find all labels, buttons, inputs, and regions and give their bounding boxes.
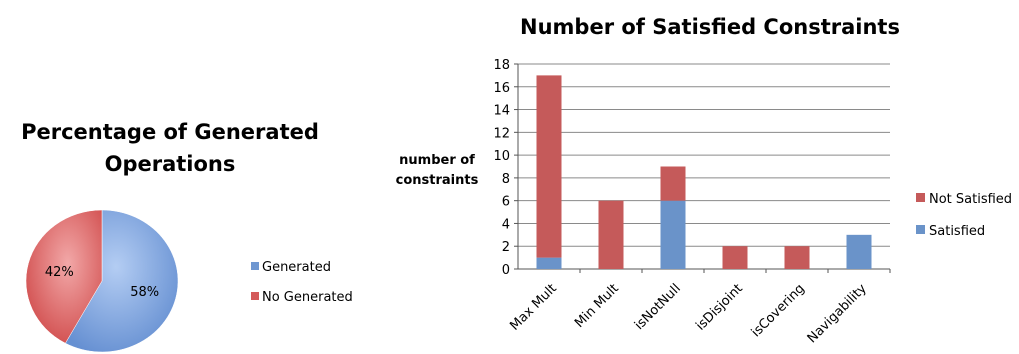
- x-tick-label: Max Mult: [507, 281, 559, 333]
- y-axis-label-line-1: number of: [399, 153, 475, 168]
- y-tick-label: 8: [502, 172, 510, 187]
- legend-label-satisfied: Satisfied: [929, 224, 985, 239]
- x-tick-label: Min Mult: [572, 281, 622, 331]
- bar-not-satisfied-max-mult: [536, 75, 562, 258]
- pie-chart: 58% 42% Generated No Generated: [25, 209, 353, 353]
- pie-title-line-1: Percentage of Generated: [21, 120, 319, 144]
- legend-label-no-generated: No Generated: [262, 290, 353, 305]
- y-tick-label: 16: [493, 81, 510, 96]
- pie-data-label-generated: 58%: [130, 285, 159, 300]
- stacked-bar-chart: Number of Satisfied Constraints number of…: [396, 15, 1012, 346]
- legend-label-not-satisfied: Not Satisfied: [929, 192, 1012, 207]
- pie-data-label-no-generated: 42%: [45, 265, 74, 280]
- x-tick-label: Navigability: [805, 281, 870, 346]
- legend-swatch-generated: [251, 262, 259, 270]
- y-axis-label-line-2: constraints: [396, 173, 479, 188]
- y-tick-label: 14: [493, 104, 510, 119]
- y-tick-label: 18: [493, 58, 510, 73]
- legend-swatch-satisfied: [916, 225, 925, 234]
- y-tick-label: 2: [502, 240, 510, 255]
- y-tick-label: 0: [502, 263, 510, 278]
- legend-label-generated: Generated: [262, 260, 331, 275]
- pie-title-line-2: Operations: [104, 152, 236, 176]
- x-tick-label: isDisjoint: [693, 281, 746, 334]
- bar-not-satisfied-min-mult: [598, 200, 624, 269]
- bar-chart-title: Number of Satisfied Constraints: [520, 15, 900, 39]
- bar-satisfied-isnotnull: [660, 200, 686, 269]
- legend-swatch-no-generated: [251, 292, 259, 300]
- x-tick-label: isCovering: [749, 281, 808, 340]
- pie-chart-title: Percentage of Generated Operations: [0, 116, 340, 180]
- legend-swatch-not-satisfied: [916, 193, 925, 202]
- bar-not-satisfied-iscovering: [784, 246, 810, 269]
- bar-satisfied-max-mult: [536, 257, 562, 269]
- bar-not-satisfied-isnotnull: [660, 166, 686, 201]
- y-tick-label: 12: [493, 126, 510, 141]
- bar-not-satisfied-isdisjoint: [722, 246, 748, 269]
- pie-slice-no-generated: [25, 209, 103, 344]
- y-tick-label: 10: [493, 149, 510, 164]
- pie-slice-generated: [65, 209, 179, 353]
- y-tick-label: 4: [502, 217, 510, 232]
- x-tick-label: isNotNull: [632, 281, 684, 333]
- y-tick-label: 6: [502, 195, 510, 210]
- bar-satisfied-navigability: [846, 234, 872, 269]
